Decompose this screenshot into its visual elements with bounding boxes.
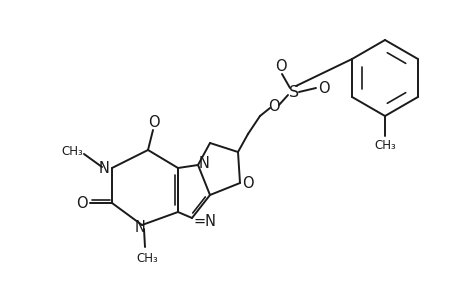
Text: N: N	[198, 155, 209, 170]
Text: CH₃: CH₃	[373, 139, 395, 152]
Text: =N: =N	[194, 214, 217, 229]
Text: O: O	[76, 196, 88, 211]
Text: N: N	[134, 220, 145, 235]
Text: O: O	[274, 58, 286, 74]
Text: S: S	[288, 85, 298, 100]
Text: CH₃: CH₃	[61, 145, 83, 158]
Text: O: O	[268, 98, 279, 113]
Text: O: O	[318, 80, 329, 95]
Text: O: O	[148, 115, 159, 130]
Text: N: N	[98, 160, 109, 175]
Text: CH₃: CH₃	[136, 251, 157, 265]
Text: O: O	[241, 176, 253, 190]
